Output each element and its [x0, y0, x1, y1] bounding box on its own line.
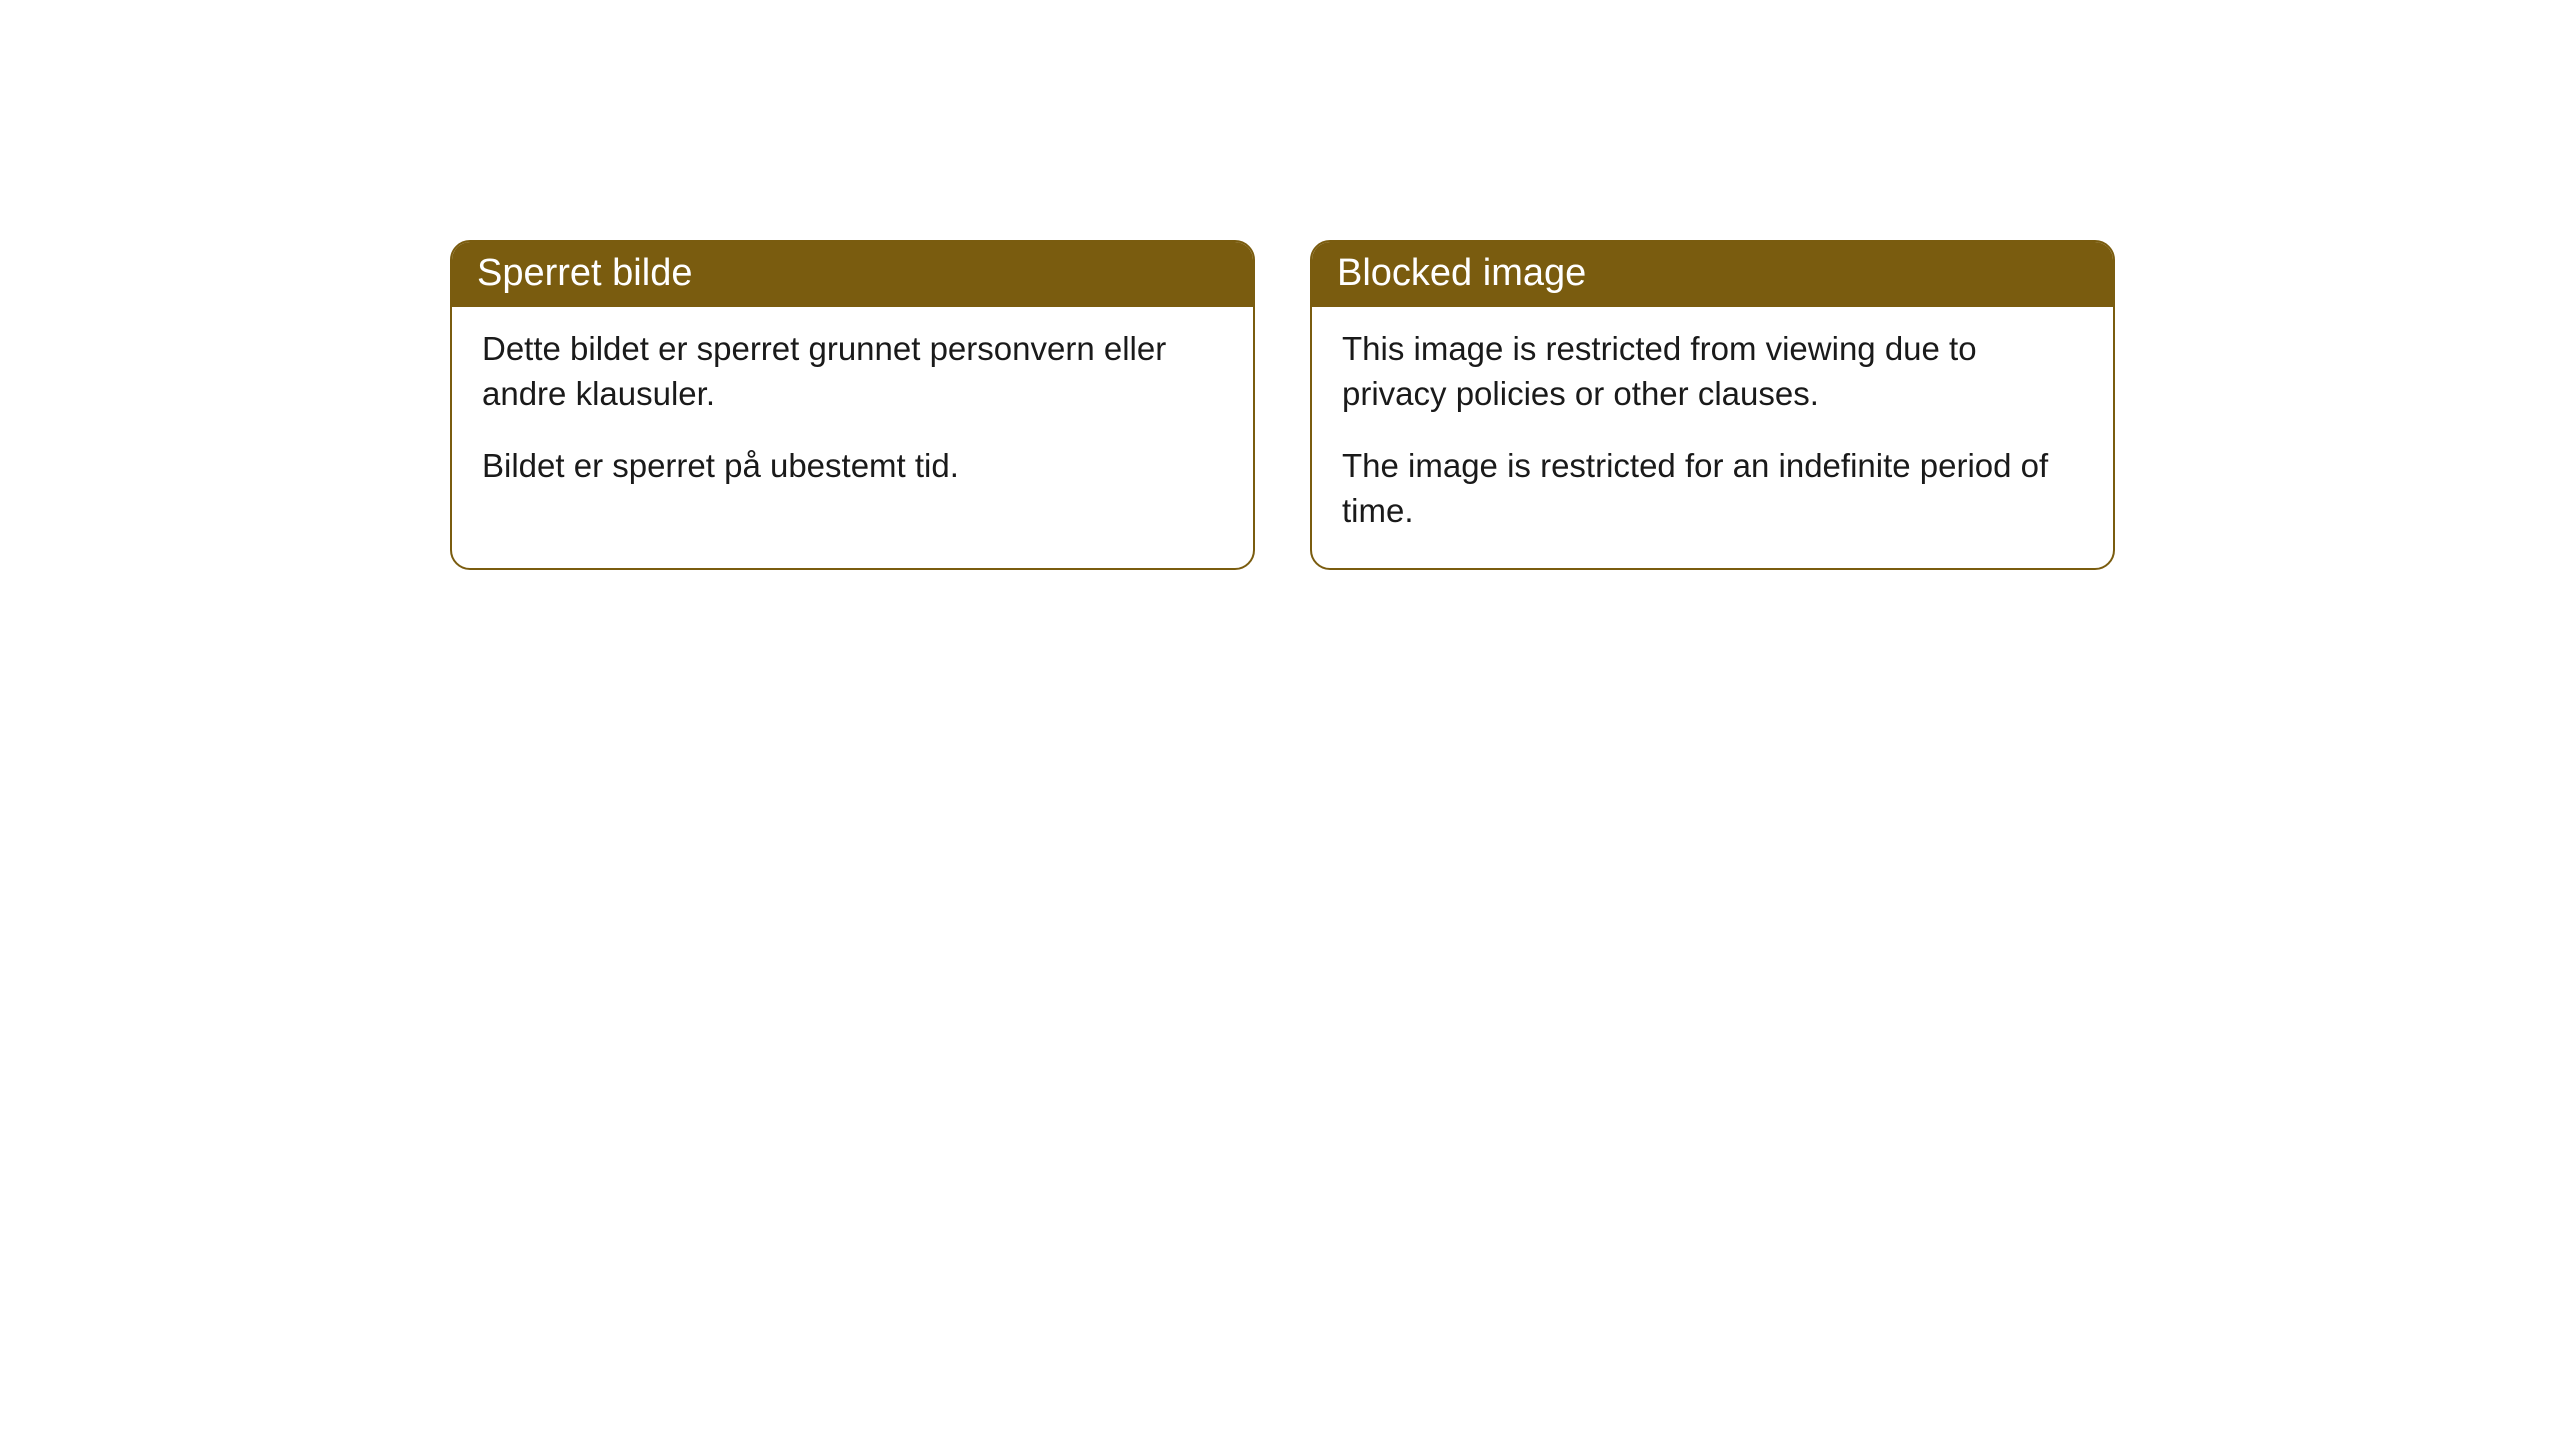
notice-paragraph: Dette bildet er sperret grunnet personve…: [482, 327, 1223, 416]
card-body: Dette bildet er sperret grunnet personve…: [452, 307, 1253, 524]
notice-cards-container: Sperret bilde Dette bildet er sperret gr…: [450, 240, 2560, 570]
notice-card-norwegian: Sperret bilde Dette bildet er sperret gr…: [450, 240, 1255, 570]
card-body: This image is restricted from viewing du…: [1312, 307, 2113, 568]
notice-paragraph: The image is restricted for an indefinit…: [1342, 444, 2083, 533]
card-header: Blocked image: [1312, 242, 2113, 307]
card-header: Sperret bilde: [452, 242, 1253, 307]
notice-card-english: Blocked image This image is restricted f…: [1310, 240, 2115, 570]
notice-paragraph: This image is restricted from viewing du…: [1342, 327, 2083, 416]
notice-paragraph: Bildet er sperret på ubestemt tid.: [482, 444, 1223, 489]
